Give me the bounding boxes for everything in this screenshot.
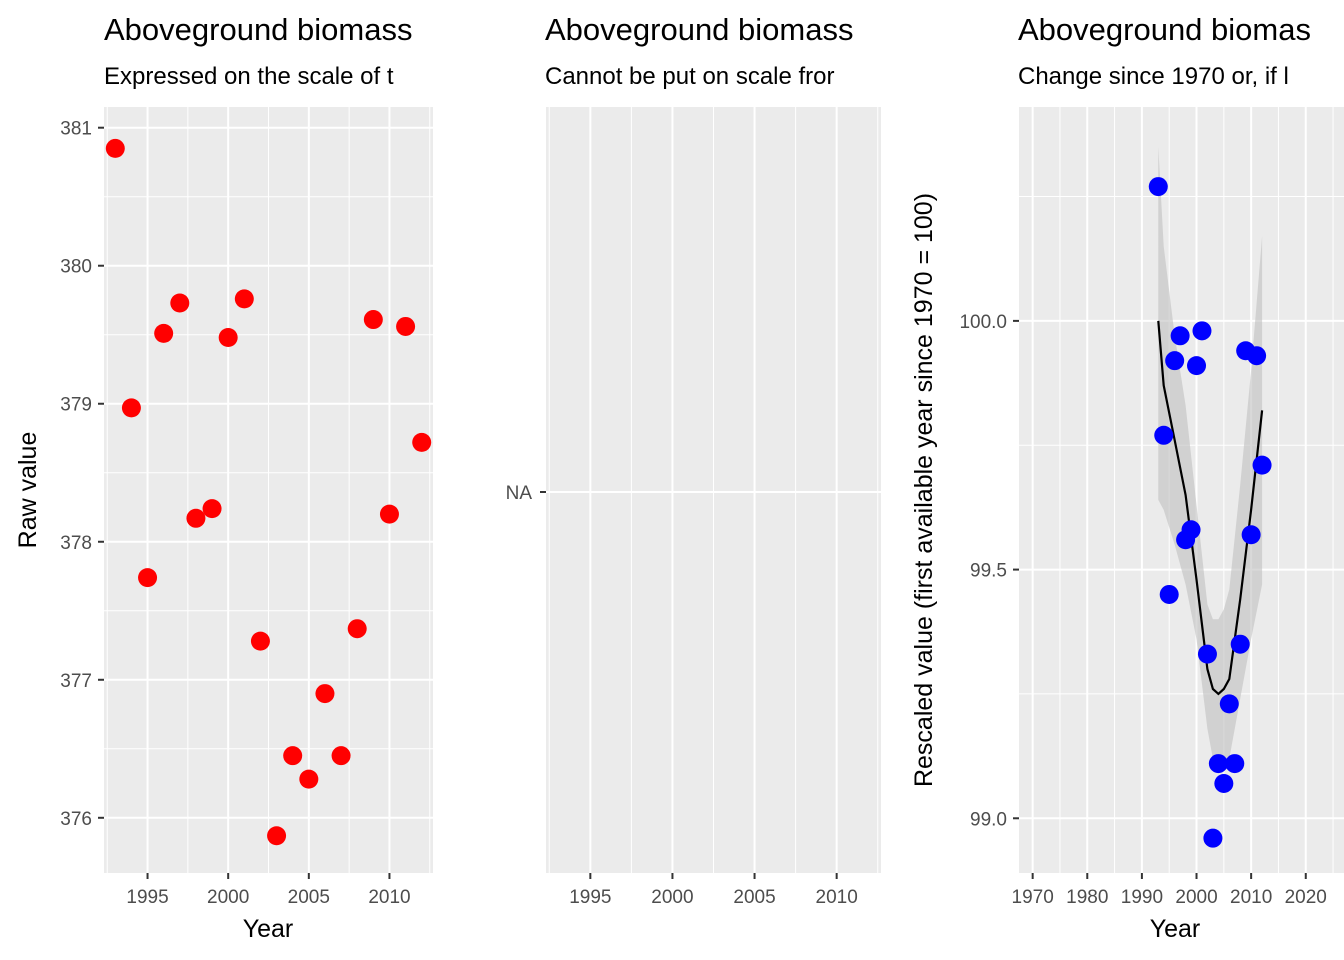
data-point — [1170, 326, 1190, 346]
data-point — [138, 568, 158, 588]
x-tick-label: 2005 — [288, 887, 330, 908]
panel-raw-x-axis-title: Year — [243, 915, 294, 943]
data-point — [396, 316, 416, 336]
panel-na-title: Aboveground biomass — [545, 12, 853, 47]
x-tick-label: 2010 — [368, 887, 410, 908]
data-point — [379, 504, 399, 524]
data-point — [1247, 346, 1267, 366]
data-point — [412, 432, 432, 452]
data-point — [283, 746, 303, 766]
panel-rescaled-y-ticks: 99.0 99.5 100.0 — [959, 312, 1019, 830]
data-point — [347, 619, 367, 639]
data-point — [1214, 773, 1234, 793]
x-tick-label: 1980 — [1066, 887, 1108, 908]
panel-rescaled: Aboveground biomas Change since 1970 or,… — [910, 12, 1344, 943]
y-tick-label: 376 — [60, 809, 92, 830]
y-tick-label: 381 — [60, 119, 92, 140]
panel-raw-y-axis-title: Raw value — [14, 432, 42, 549]
data-point — [267, 826, 287, 846]
panel-raw-title: Aboveground biomass — [104, 12, 412, 47]
y-tick-label: 379 — [60, 395, 92, 416]
data-point — [154, 323, 174, 343]
panel-raw-grid — [104, 107, 433, 873]
x-tick-label: 2000 — [651, 887, 693, 908]
data-point — [1192, 321, 1212, 341]
panel-rescaled-x-ticks: 1970 1980 1990 2000 2010 2020 — [1012, 873, 1327, 908]
x-tick-label: 2005 — [733, 887, 775, 908]
panel-rescaled-ribbon-group — [1158, 146, 1263, 769]
x-tick-label: 2000 — [207, 887, 249, 908]
data-point — [170, 293, 190, 313]
panel-raw-y-ticks: 376 377 378 379 380 381 — [60, 119, 104, 830]
data-point — [1154, 425, 1174, 445]
data-point — [218, 327, 238, 347]
data-point — [1181, 520, 1201, 540]
y-tick-label: 99.5 — [970, 561, 1007, 582]
panel-rescaled-y-axis-title: Rescaled value (first available year sin… — [910, 193, 938, 787]
x-tick-label: 2020 — [1285, 887, 1327, 908]
x-tick-label: 1995 — [126, 887, 168, 908]
data-point — [1187, 356, 1207, 376]
panel-na-grid — [546, 107, 881, 873]
data-point — [363, 310, 383, 330]
data-point — [1203, 828, 1223, 848]
y-tick-label: 378 — [60, 533, 92, 554]
data-point — [1225, 754, 1245, 774]
x-tick-label: 1970 — [1012, 887, 1054, 908]
y-tick-label: 100.0 — [959, 312, 1007, 333]
y-tick-label: 99.0 — [970, 809, 1007, 830]
y-tick-label: 380 — [60, 257, 92, 278]
data-point — [1148, 177, 1168, 197]
data-point — [202, 499, 222, 519]
panel-rescaled-title: Aboveground biomas — [1018, 12, 1311, 47]
panel-rescaled-x-axis-title: Year — [1150, 915, 1201, 943]
data-point — [1165, 351, 1185, 371]
data-point — [105, 138, 125, 158]
trend-line — [1157, 320, 1264, 696]
data-point — [1159, 584, 1179, 604]
data-point — [186, 508, 206, 528]
data-point — [1252, 455, 1272, 475]
x-tick-label: 2010 — [1230, 887, 1272, 908]
y-tick-label: NA — [506, 483, 533, 504]
panel-raw: Aboveground biomass Expressed on the sca… — [14, 12, 433, 943]
panel-rescaled-points — [1148, 177, 1272, 848]
x-tick-label: 1990 — [1121, 887, 1163, 908]
x-tick-label: 2000 — [1175, 887, 1217, 908]
x-tick-label: 1995 — [569, 887, 611, 908]
data-point — [331, 746, 351, 766]
panel-na-y-ticks: NA — [506, 483, 546, 504]
data-point — [1230, 634, 1250, 654]
panel-na-subtitle: Cannot be put on scale fror — [545, 63, 835, 90]
panel-raw-points — [105, 138, 432, 846]
confidence-ribbon — [1158, 146, 1263, 769]
data-point — [315, 684, 335, 704]
panel-na-x-ticks: 1995 2000 2005 2010 — [569, 873, 858, 908]
data-point — [1241, 525, 1261, 545]
data-point — [1208, 754, 1228, 774]
panel-na: Aboveground biomass Cannot be put on sca… — [506, 12, 881, 908]
panel-raw-x-ticks: 1995 2000 2005 2010 — [126, 873, 411, 908]
data-point — [234, 289, 254, 309]
panel-rescaled-trend-group — [1157, 320, 1264, 696]
data-point — [1197, 644, 1217, 664]
x-tick-label: 2010 — [816, 887, 858, 908]
y-tick-label: 377 — [60, 671, 92, 692]
panel-rescaled-subtitle: Change since 1970 or, if l — [1018, 63, 1289, 90]
data-point — [250, 631, 270, 651]
panel-raw-subtitle: Expressed on the scale of t — [104, 63, 394, 90]
data-point — [299, 769, 319, 789]
data-point — [1219, 694, 1239, 714]
data-point — [121, 398, 141, 418]
